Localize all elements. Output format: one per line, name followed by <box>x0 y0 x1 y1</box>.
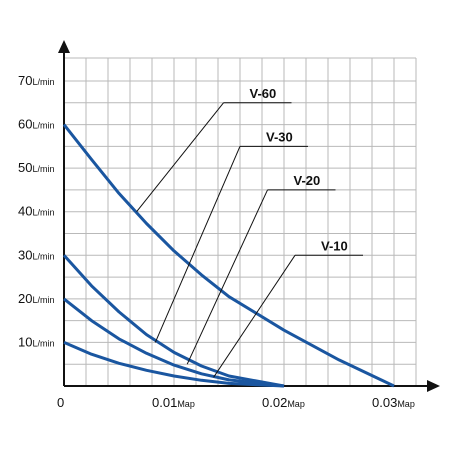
series-label-v-20: V-20 <box>294 173 321 188</box>
x-axis-arrow <box>427 380 440 392</box>
y-axis-arrow <box>58 40 70 53</box>
y-tick-label: 50L/min <box>18 160 54 175</box>
leader-line-v-60 <box>136 102 224 213</box>
y-tick-label: 60L/min <box>18 117 54 132</box>
series-line-v-10 <box>63 341 285 388</box>
leader-line-v-20 <box>186 189 268 365</box>
series-label-v-30: V-30 <box>266 129 293 144</box>
y-tick-label: 10L/min <box>18 334 54 349</box>
leader-line-v-30 <box>154 146 241 343</box>
tick-labels: 10L/min 20L/min 30L/min 40L/min 50L/min 60L/m… <box>18 73 415 410</box>
series-label-v-60: V-60 <box>250 86 277 101</box>
y-tick-label: 30L/min <box>18 247 54 262</box>
series-lines <box>62 123 395 388</box>
series-label-v-10: V-10 <box>321 238 348 253</box>
x-tick-label: 0 <box>57 395 64 410</box>
x-tick-label: 0.02Map <box>262 395 305 410</box>
x-tick-label: 0.03Map <box>372 395 415 410</box>
y-tick-label: 70L/min <box>18 73 54 88</box>
leader-line-v-10 <box>213 255 296 378</box>
series-line-v-30 <box>62 254 285 388</box>
y-tick-label: 40L/min <box>18 204 54 219</box>
axes <box>58 40 440 392</box>
series-labels: V-60 V-30 V-20 V-10 <box>136 86 363 378</box>
grid <box>64 57 417 386</box>
x-tick-label: 0.01Map <box>152 395 195 410</box>
series-line-v-60 <box>62 123 395 388</box>
series-line-v-20 <box>63 297 285 388</box>
y-tick-label: 20L/min <box>18 291 54 306</box>
